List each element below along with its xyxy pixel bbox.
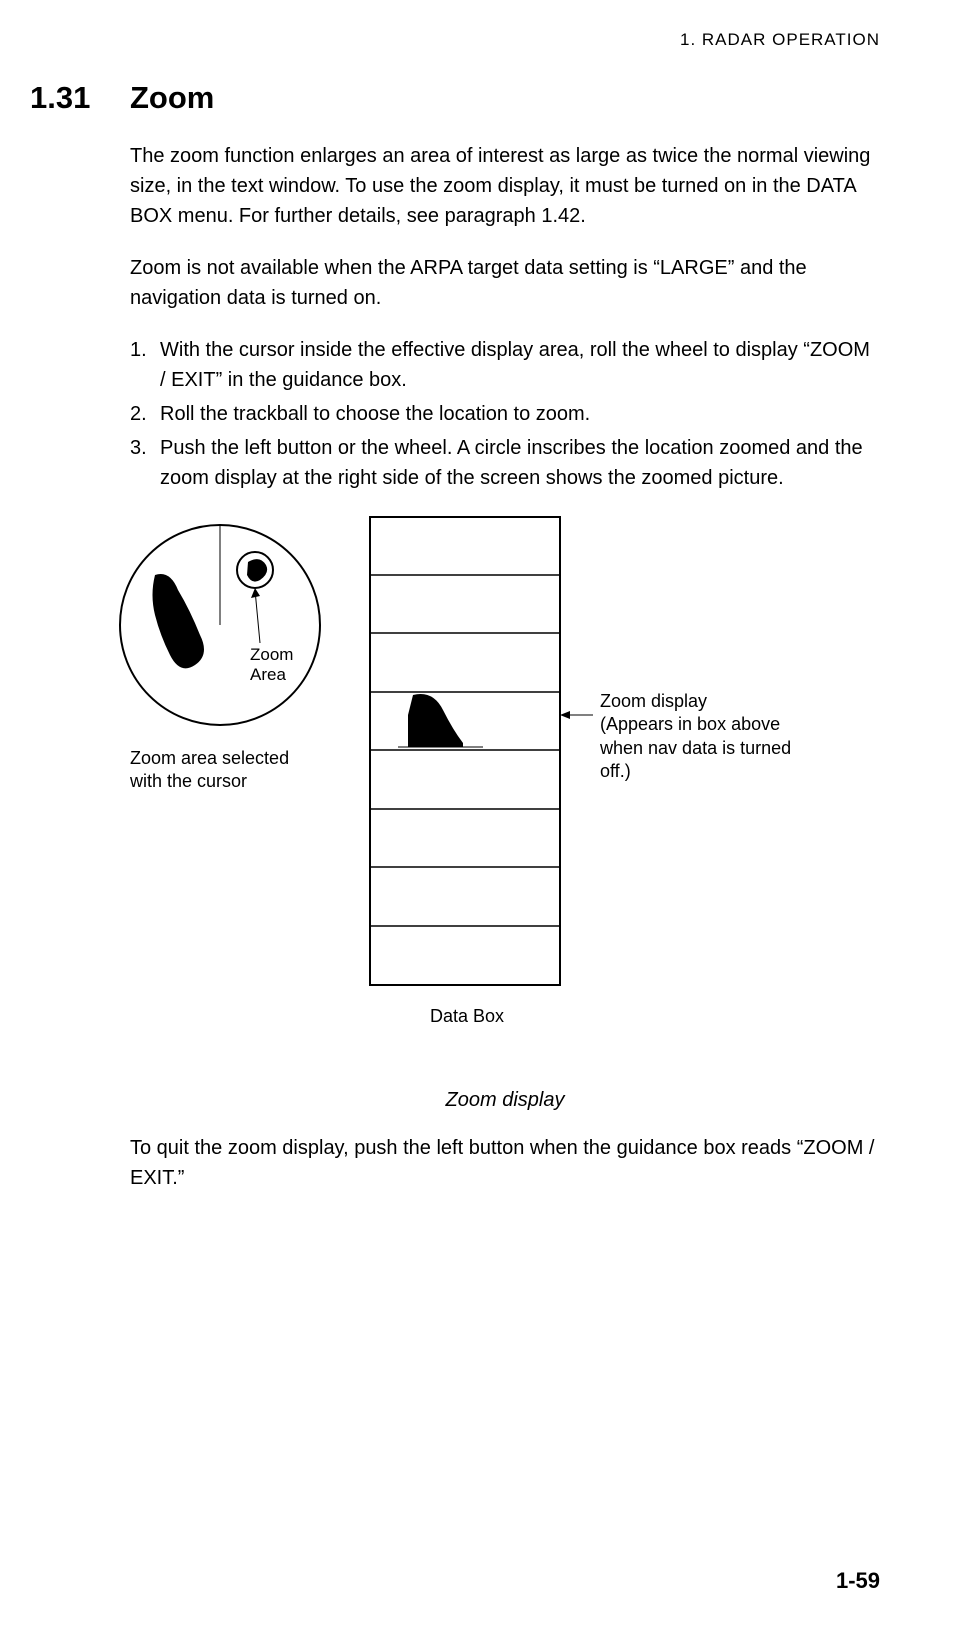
zoom-caption-l2: (Appears in box above <box>600 714 780 734</box>
paragraph-1: The zoom function enlarges an area of in… <box>130 141 880 231</box>
step-text: Roll the trackball to choose the locatio… <box>160 399 590 429</box>
section-title: Zoom <box>130 80 214 116</box>
zoom-area-label-2: Area <box>250 665 286 684</box>
cursor-caption-l2: with the cursor <box>130 771 247 791</box>
zoom-area-label-1: Zoom <box>250 645 293 664</box>
section-heading: 1.31 Zoom <box>30 80 880 116</box>
step-2: 2.Roll the trackball to choose the locat… <box>130 399 880 429</box>
zoom-caption-l1: Zoom display <box>600 691 707 711</box>
data-box-caption: Data Box <box>430 1003 504 1030</box>
steps-list: 1.With the cursor inside the effective d… <box>130 335 880 493</box>
body: The zoom function enlarges an area of in… <box>130 141 880 1193</box>
step-text: With the cursor inside the effective dis… <box>160 335 880 395</box>
radar-diagram: Zoom Area <box>110 515 350 735</box>
zoom-display-caption: Zoom display (Appears in box above when … <box>600 690 791 784</box>
chapter-header: 1. RADAR OPERATION <box>30 30 880 50</box>
figure-title: Zoom display <box>130 1085 880 1115</box>
page-number: 1-59 <box>836 1568 880 1594</box>
zoom-caption-l4: off.) <box>600 761 631 781</box>
paragraph-3: To quit the zoom display, push the left … <box>130 1133 880 1193</box>
paragraph-2: Zoom is not available when the ARPA targ… <box>130 253 880 313</box>
section-number: 1.31 <box>30 80 130 116</box>
step-3: 3.Push the left button or the wheel. A c… <box>130 433 880 493</box>
step-text: Push the left button or the wheel. A cir… <box>160 433 880 493</box>
figure: Zoom Area Zoom area selected with the cu… <box>130 515 880 1085</box>
cursor-caption-l1: Zoom area selected <box>130 748 289 768</box>
step-1: 1.With the cursor inside the effective d… <box>130 335 880 395</box>
data-box-diagram <box>368 515 628 995</box>
cursor-caption: Zoom area selected with the cursor <box>130 747 289 794</box>
zoom-caption-l3: when nav data is turned <box>600 738 791 758</box>
